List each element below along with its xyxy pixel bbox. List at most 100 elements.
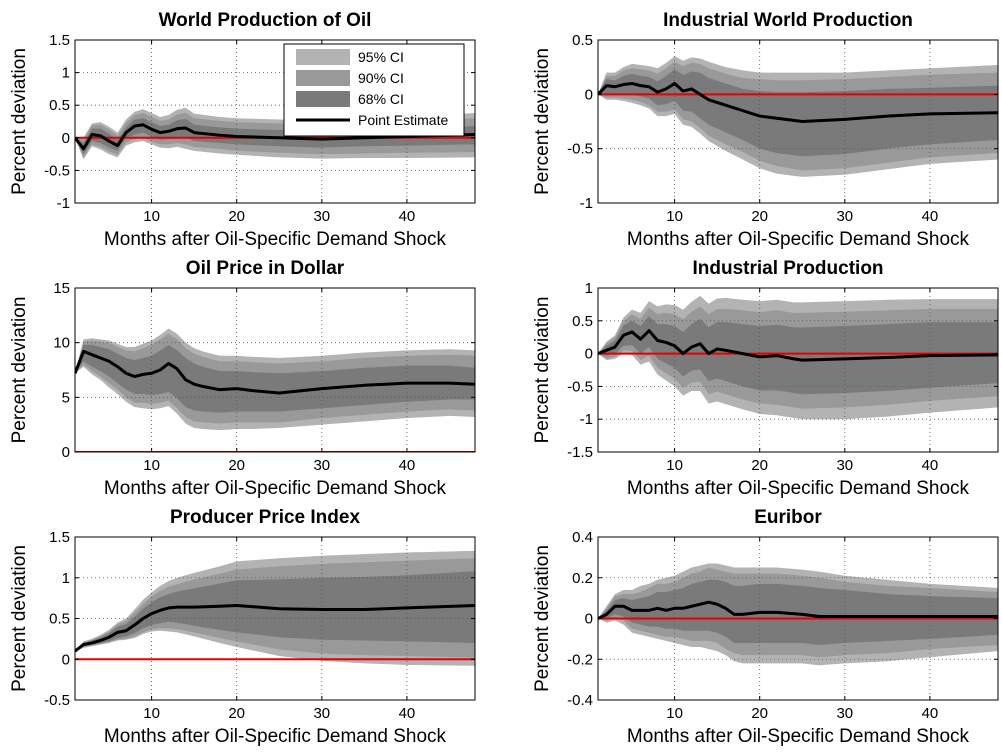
x-tick-label: 30 <box>313 705 330 722</box>
y-tick-label: -0.2 <box>567 651 593 668</box>
x-tick-label: 30 <box>836 705 853 722</box>
x-tick-label: 20 <box>228 457 245 474</box>
chart-title: Euribor <box>754 507 822 528</box>
point-estimate-line <box>75 349 475 395</box>
chart-title: Producer Price Index <box>170 507 361 528</box>
chart-panel-5: 10 20 30 40 1.5 1 0.5 0 -0.5 Producer Price Index… <box>9 507 476 747</box>
legend-label: 95% CI <box>358 49 404 65</box>
axes-box <box>74 287 476 453</box>
x-tick-label: 40 <box>399 208 416 225</box>
legend: 95% CI 90% CI 68% CI Point Estimate <box>283 43 465 137</box>
x-tick-label: 30 <box>836 208 853 225</box>
x-tick-label: 10 <box>666 705 683 722</box>
x-tick-label: 40 <box>399 457 416 474</box>
point-estimate-line <box>75 603 475 653</box>
ci68-band <box>75 571 475 652</box>
x-tick-label: 10 <box>143 705 160 722</box>
y-tick-label: 1.5 <box>49 32 70 49</box>
y-tick-label: 0.5 <box>572 32 593 49</box>
chart-panel-1: 10 20 30 40 1.5 1 0.5 0 -0.5 -1 World Production o… <box>9 10 476 250</box>
y-tick-label: -0.5 <box>44 692 70 709</box>
x-axis-label: Months after Oil-Specific Demand Shock <box>627 229 970 250</box>
y-tick-label: 0 <box>585 346 593 363</box>
y-tick-label: 10 <box>53 335 70 352</box>
x-tick-label: 30 <box>836 457 853 474</box>
y-tick-label: 1 <box>62 570 70 587</box>
ci68-band <box>598 316 998 395</box>
y-tick-label: -0.4 <box>567 692 593 709</box>
ci68-band <box>598 69 998 157</box>
ci68-band <box>75 344 475 413</box>
point-estimate-line <box>598 81 998 123</box>
x-tick-label: 30 <box>313 457 330 474</box>
legend-label: Point Estimate <box>358 112 448 128</box>
y-tick-label: 0 <box>585 86 593 103</box>
legend-label: 90% CI <box>358 70 404 86</box>
axes-box <box>597 39 999 204</box>
y-tick-label: 0.5 <box>572 313 593 330</box>
y-axis-label: Percent deviation <box>9 297 30 444</box>
x-tick-label: 40 <box>922 705 939 722</box>
y-tick-label: -1.5 <box>567 444 593 461</box>
y-tick-label: -0.5 <box>44 162 70 179</box>
y-axis-label: Percent deviation <box>9 545 30 692</box>
x-tick-label: 30 <box>313 208 330 225</box>
x-tick-label: 10 <box>143 208 160 225</box>
y-tick-label: -1 <box>57 195 70 212</box>
x-axis-label: Months after Oil-Specific Demand Shock <box>104 229 447 250</box>
chart-panel-2: 10 20 30 40 0.5 0 -0.5 -1 Industrial World Produ… <box>532 10 999 250</box>
x-axis-label: Months after Oil-Specific Demand Shock <box>104 726 447 747</box>
legend-label: 68% CI <box>358 91 404 107</box>
x-axis-label: Months after Oil-Specific Demand Shock <box>627 726 970 747</box>
y-tick-label: 0 <box>62 651 70 668</box>
chart-title: Industrial World Production <box>663 10 913 31</box>
x-tick-label: 40 <box>399 705 416 722</box>
y-tick-label: 0 <box>62 130 70 147</box>
y-tick-label: -1 <box>580 195 593 212</box>
plot-content <box>598 40 998 203</box>
y-tick-label: 15 <box>53 280 70 297</box>
chart-title: World Production of Oil <box>159 10 372 31</box>
legend-swatch-band90 <box>296 70 350 86</box>
x-axis-label: Months after Oil-Specific Demand Shock <box>104 478 447 499</box>
x-tick-label: 20 <box>751 457 768 474</box>
gridlines <box>75 288 475 452</box>
y-tick-label: 0.2 <box>572 570 593 587</box>
ci68-band <box>598 579 998 645</box>
y-tick-label: -1 <box>580 411 593 428</box>
x-axis-label: Months after Oil-Specific Demand Shock <box>627 478 970 499</box>
x-tick-label: 10 <box>666 457 683 474</box>
x-tick-label: 10 <box>143 457 160 474</box>
x-tick-label: 10 <box>666 208 683 225</box>
chart-title: Industrial Production <box>692 258 883 279</box>
y-tick-label: 0.5 <box>49 97 70 114</box>
axes-box <box>597 287 999 453</box>
y-tick-label: 5 <box>62 389 70 406</box>
y-axis-label: Percent deviation <box>532 48 553 195</box>
plot-content <box>598 288 998 452</box>
plot-content <box>75 537 475 700</box>
y-tick-label: 1 <box>62 65 70 82</box>
y-tick-label: 1.5 <box>49 529 70 546</box>
y-tick-label: 1 <box>585 280 593 297</box>
point-estimate-line <box>75 123 475 151</box>
x-tick-label: 20 <box>751 705 768 722</box>
y-tick-label: 0 <box>585 611 593 628</box>
y-tick-label: 0.5 <box>49 611 70 628</box>
y-tick-label: 0.4 <box>572 529 593 546</box>
chart-panel-3: 10 20 30 40 15 10 5 0 Oil Price in Dollar Months … <box>9 258 476 499</box>
chart-panel-6: 10 20 30 40 0.4 0.2 0 -0.2 -0.4 Euribor Months aft… <box>532 507 999 747</box>
legend-swatch-band95 <box>296 49 350 65</box>
x-tick-label: 20 <box>751 208 768 225</box>
y-axis-label: Percent deviation <box>532 545 553 692</box>
y-tick-label: -0.5 <box>567 378 593 395</box>
chart-panel-4: 10 20 30 40 1 0.5 0 -0.5 -1 -1.5 Industrial Produc… <box>532 258 999 499</box>
plot-content <box>598 537 998 700</box>
point-estimate-line <box>598 329 998 362</box>
x-tick-label: 40 <box>922 208 939 225</box>
axes-box <box>74 39 476 204</box>
y-tick-label: -0.5 <box>567 141 593 158</box>
chart-title: Oil Price in Dollar <box>186 258 345 279</box>
x-tick-label: 40 <box>922 457 939 474</box>
